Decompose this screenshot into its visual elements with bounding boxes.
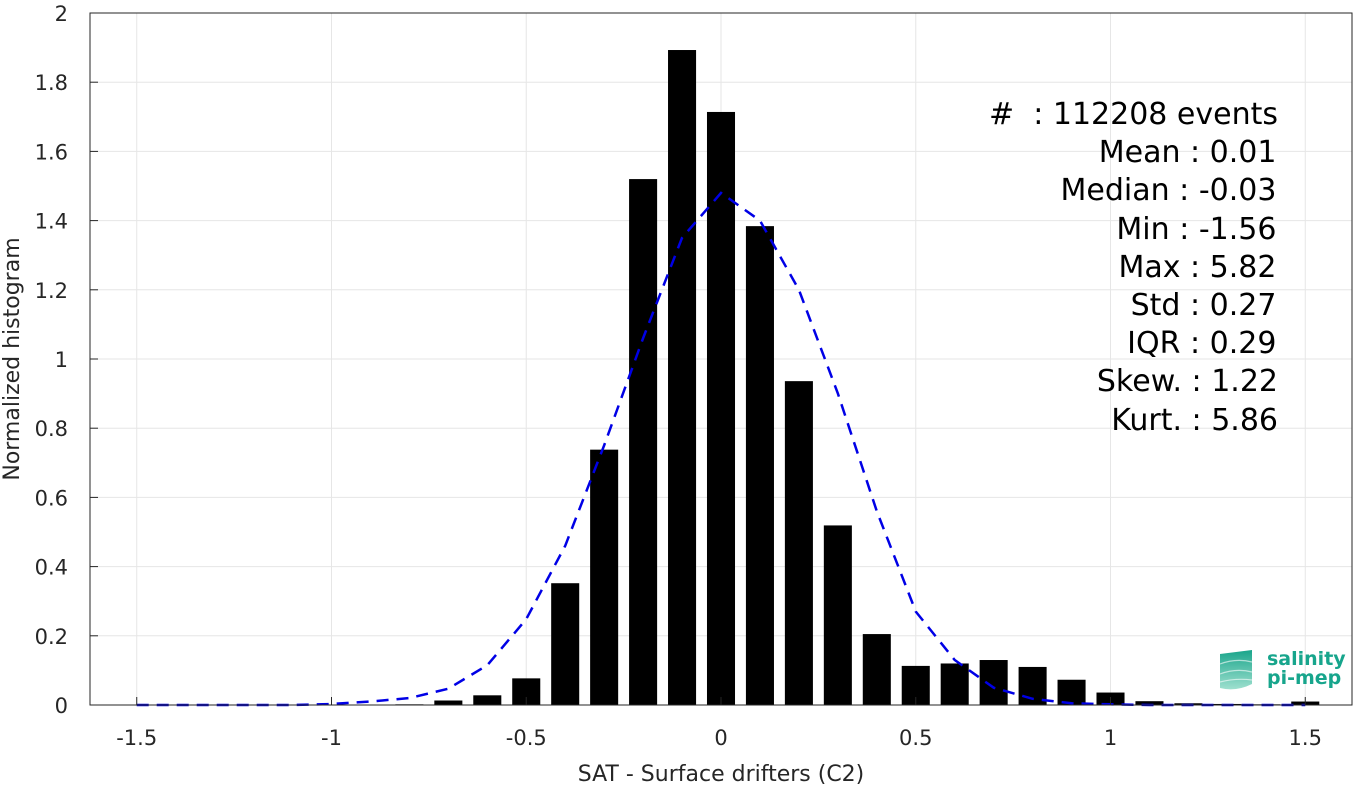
histogram-bar	[629, 179, 658, 705]
histogram-bar	[823, 525, 852, 705]
y-tick-label: 0.2	[35, 625, 68, 649]
histogram-bar	[940, 663, 969, 705]
stat-mean: Mean : 0.01	[1098, 135, 1286, 171]
y-axis-label: Normalized histogram	[0, 237, 25, 480]
x-tick-label: -1.5	[116, 726, 157, 750]
histogram-bar	[473, 695, 502, 705]
salinity-pi-mep-logo	[1219, 650, 1253, 690]
histogram-bar	[745, 226, 774, 706]
histogram-bars	[395, 50, 1320, 706]
y-tick-label: 1.2	[35, 279, 68, 303]
stat-iqr: IQR : 0.29	[1127, 326, 1286, 362]
x-tick-label: 1	[1104, 726, 1117, 750]
x-tick-label: 0.5	[899, 726, 932, 750]
y-tick-label: 0.4	[35, 556, 68, 580]
y-tick-label: 1.6	[35, 140, 68, 164]
histogram-bar	[706, 111, 736, 706]
histogram-bar	[979, 660, 1008, 705]
x-axis-label: SAT - Surface drifters (C2)	[578, 762, 865, 785]
histogram-bar	[551, 583, 580, 705]
y-tick-label: 1.4	[35, 210, 68, 234]
histogram-bar	[590, 449, 619, 705]
wave-logo-icon	[1220, 650, 1252, 690]
logo-text: salinity pi-mep	[1267, 650, 1346, 688]
x-tick-label: -0.5	[506, 726, 547, 750]
histogram-bar	[1135, 701, 1164, 705]
y-tick-label: 0.6	[35, 486, 68, 510]
stat-skew: Skew. : 1.22	[1096, 364, 1278, 400]
y-tick-label: 1	[55, 348, 68, 372]
stat-min: Min : -1.56	[1116, 211, 1286, 247]
y-axis-ticks: 0 0.2 0.4 0.6 0.8 1 1.2 1.4 1.6 1.8 2	[35, 2, 98, 718]
histogram-bar	[784, 381, 813, 705]
x-tick-label: 1.5	[1289, 726, 1322, 750]
stat-max: Max : 5.82	[1118, 249, 1286, 285]
x-tick-label: -1	[321, 726, 342, 750]
stat-median: Median : -0.03	[1060, 173, 1286, 209]
stat-kurt: Kurt. : 5.86	[1111, 402, 1278, 438]
y-tick-label: 2	[55, 2, 68, 26]
x-tick-label: 0	[714, 726, 727, 750]
stat-std: Std : 0.27	[1130, 288, 1286, 324]
stat-events: # : 112208 events	[989, 97, 1278, 132]
logo-line-1: salinity	[1267, 648, 1346, 670]
logo-line-2: pi-mep	[1267, 667, 1342, 689]
stats-panel: # : 112208 events Mean : 0.01 Median : -…	[900, 96, 1278, 440]
y-tick-label: 1.8	[35, 71, 68, 95]
histogram-bar	[862, 634, 891, 705]
y-tick-label: 0	[55, 694, 68, 718]
histogram-bar	[434, 700, 463, 705]
y-tick-label: 0.8	[35, 417, 68, 441]
histogram-bar	[668, 50, 697, 706]
x-axis-ticks: -1.5 -1 -0.5 0 0.5 1 1.5	[116, 697, 1322, 750]
histogram-bar	[1057, 679, 1086, 705]
